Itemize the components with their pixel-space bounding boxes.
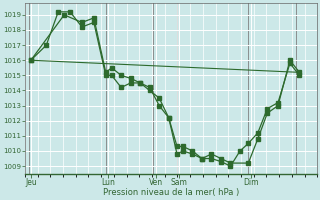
X-axis label: Pression niveau de la mer( hPa ): Pression niveau de la mer( hPa ) xyxy=(103,188,239,197)
